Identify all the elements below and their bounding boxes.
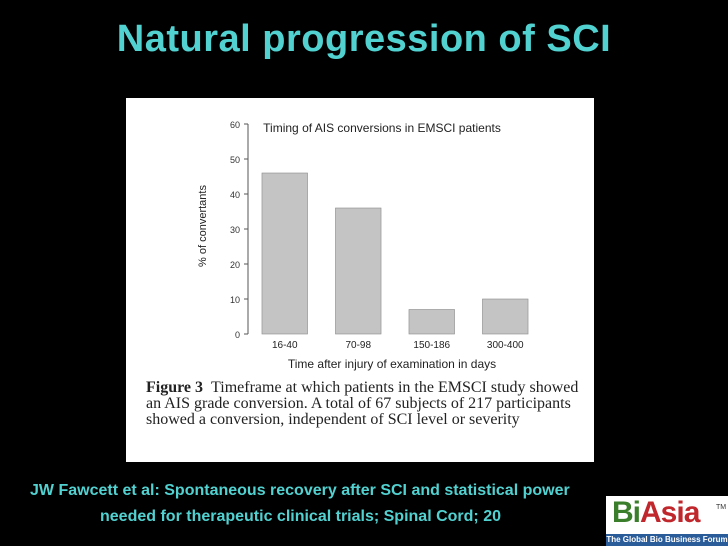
citation-line-1: JW Fawcett et al: Spontaneous recovery a… — [30, 482, 570, 499]
y-tick-label: 60 — [230, 120, 240, 130]
figure-panel: Timing of AIS conversions in EMSCI patie… — [126, 98, 594, 462]
y-tick-label: 0 — [235, 330, 240, 340]
bar-70-98 — [335, 207, 382, 335]
bar-300-400 — [482, 298, 529, 335]
figure-caption: Figure 3 Timeframe at which patients in t… — [146, 380, 596, 428]
figure-label: Figure 3 — [146, 379, 204, 396]
citation: JW Fawcett et al: Spontaneous recovery a… — [30, 478, 720, 530]
x-axis-label: Time after injury of examination in days — [288, 357, 496, 371]
chart-axes: 0 10 20 30 40 50 60 — [230, 120, 249, 340]
slide-title: Natural progression of SCI — [116, 18, 612, 60]
y-tick-label: 20 — [230, 260, 240, 270]
bar-150-186 — [408, 309, 455, 335]
y-tick-label: 50 — [230, 155, 240, 165]
y-tick-label: 30 — [230, 225, 240, 235]
x-tick-label: 16-40 — [272, 340, 298, 351]
chart-bars: 16-40 70-98 150-186 300-400 — [261, 172, 529, 351]
y-tick-label: 40 — [230, 190, 240, 200]
y-tick-label: 10 — [230, 295, 240, 305]
x-tick-label: 70-98 — [345, 340, 371, 351]
x-tick-label: 150-186 — [413, 340, 450, 351]
chart-title: Timing of AIS conversions in EMSCI patie… — [263, 121, 501, 135]
logo-wordmark: BiAsia — [612, 496, 700, 529]
bar-chart: Timing of AIS conversions in EMSCI patie… — [197, 120, 529, 371]
bioasia-logo: BiAsia TM The Global Bio Business Forum — [606, 496, 728, 546]
bar-16-40 — [261, 172, 308, 335]
logo-tagline: The Global Bio Business Forum — [606, 534, 728, 546]
y-axis-label: % of convertants — [197, 185, 209, 267]
citation-line-2: needed for therapeutic clinical trials; … — [100, 508, 501, 525]
x-tick-label: 300-400 — [487, 340, 524, 351]
figure-caption-text: Timeframe at which patients in the EMSCI… — [146, 379, 579, 428]
